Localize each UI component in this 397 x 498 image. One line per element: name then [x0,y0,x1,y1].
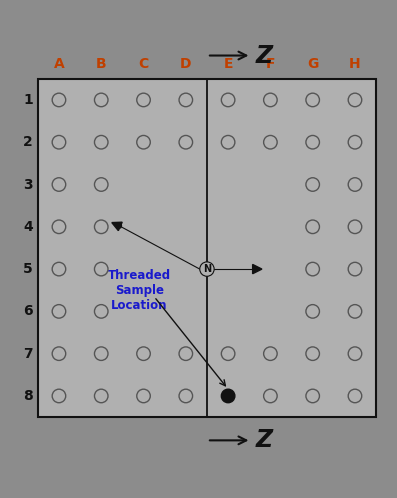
Text: 2: 2 [23,135,33,149]
Circle shape [137,93,150,107]
Circle shape [306,305,320,318]
FancyArrow shape [252,264,262,274]
Text: A: A [54,57,64,71]
Circle shape [94,389,108,403]
Circle shape [348,305,362,318]
Circle shape [52,220,66,234]
Circle shape [94,135,108,149]
Circle shape [52,305,66,318]
Circle shape [306,262,320,276]
Circle shape [52,178,66,191]
Circle shape [222,347,235,361]
Circle shape [306,93,320,107]
Circle shape [306,135,320,149]
Circle shape [348,178,362,191]
Text: F: F [266,57,275,71]
Text: N: N [203,264,211,274]
Circle shape [94,347,108,361]
Circle shape [94,262,108,276]
Circle shape [264,347,277,361]
Text: B: B [96,57,106,71]
Circle shape [348,220,362,234]
Circle shape [306,220,320,234]
Circle shape [137,389,150,403]
Circle shape [94,220,108,234]
Text: Z: Z [256,43,273,68]
Text: E: E [224,57,233,71]
Circle shape [52,389,66,403]
Circle shape [306,389,320,403]
Circle shape [348,389,362,403]
Text: 4: 4 [23,220,33,234]
Text: Z: Z [256,428,273,452]
Circle shape [179,93,193,107]
Text: 3: 3 [23,177,33,192]
Circle shape [348,262,362,276]
Circle shape [52,262,66,276]
Circle shape [52,135,66,149]
Bar [38,79,376,417]
Text: H: H [349,57,361,71]
Circle shape [222,93,235,107]
Text: G: G [307,57,318,71]
Text: Threaded
Sample
Location: Threaded Sample Location [108,269,171,312]
Circle shape [348,93,362,107]
Text: C: C [139,57,148,71]
Circle shape [137,347,150,361]
Circle shape [306,178,320,191]
Circle shape [179,389,193,403]
Circle shape [306,347,320,361]
Text: 1: 1 [23,93,33,107]
Circle shape [264,93,277,107]
Circle shape [348,135,362,149]
FancyArrow shape [112,222,122,231]
Circle shape [94,305,108,318]
Circle shape [94,178,108,191]
Circle shape [52,93,66,107]
Circle shape [200,262,214,276]
Circle shape [179,135,193,149]
Text: 6: 6 [23,304,33,318]
Circle shape [264,135,277,149]
Circle shape [94,93,108,107]
Circle shape [52,347,66,361]
Circle shape [222,389,235,403]
Text: 8: 8 [23,389,33,403]
Text: D: D [180,57,192,71]
Circle shape [264,389,277,403]
Text: 5: 5 [23,262,33,276]
Text: 7: 7 [23,347,33,361]
Circle shape [222,135,235,149]
Circle shape [179,347,193,361]
Circle shape [137,135,150,149]
Circle shape [348,347,362,361]
